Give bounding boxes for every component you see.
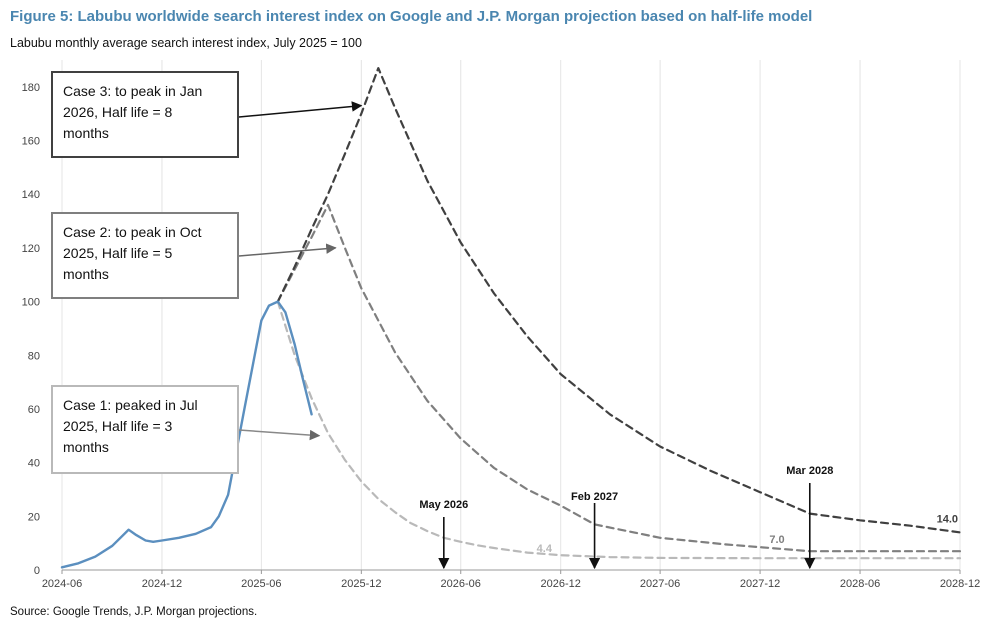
x-tick-label: 2025-06 [241,578,281,590]
x-tick-label: 2027-12 [740,578,780,590]
callout-case-3-line-2: 2026, Half life = 8 [63,104,173,120]
callout-arrow [238,101,363,118]
x-tick-label: 2027-06 [640,578,680,590]
chart-subtitle: Labubu monthly average search interest i… [10,36,362,50]
callout-arrow [238,429,321,441]
marker-label: Feb 2027 [571,491,618,503]
series-actual-line [60,300,313,569]
y-tick-label: 60 [28,404,40,416]
callout-case-2: Case 2: to peak in Oct 2025, Half life =… [51,212,239,299]
y-tick-label: 160 [22,136,40,148]
x-tick-label: 2024-06 [42,578,82,590]
y-tick-label: 100 [22,297,40,309]
x-tick-label: 2026-12 [541,578,581,590]
y-tick-label: 140 [22,189,40,201]
callout-arrows [238,101,363,441]
chart-title: Figure 5: Labubu worldwide search intere… [10,8,813,25]
y-tick-label: 0 [34,565,40,577]
callout-case-1-line-2: 2025, Half life = 3 [63,418,173,434]
x-tick-label: 2028-06 [840,578,880,590]
chart-series [60,66,962,569]
callout-case-1-line-1: Case 1: peaked in Jul [63,397,198,413]
y-tick-label: 40 [28,458,40,470]
x-tick-label: 2028-12 [940,578,980,590]
end-value-label: 14.0 [937,513,958,525]
callout-case-2-line-1: Case 2: to peak in Oct [63,224,202,240]
y-tick-label: 80 [28,350,40,362]
callout-case-2-line-2: 2025, Half life = 5 [63,245,173,261]
y-tick-label: 20 [28,511,40,523]
chart-markers: May 2026 Feb 2027 Mar 2028 [419,465,833,570]
series-case-1-line [276,300,962,560]
series-case-2-line [276,203,962,553]
callout-case-2-line-3: months [63,266,109,282]
marker-label: Mar 2028 [786,465,833,477]
end-value-label: 4.4 [537,543,553,555]
series-case-3-line [276,66,962,534]
callout-case-3-line-3: months [63,125,109,141]
marker-label: May 2026 [419,499,468,511]
end-value-label: 7.0 [769,534,784,546]
callout-case-3-line-1: Case 3: to peak in Jan [63,83,203,99]
x-tick-label: 2025-12 [341,578,381,590]
chart-axes: 2024-06 2024-12 2025-06 2025-12 2026-06 2026-… [22,82,981,590]
x-tick-label: 2024-12 [142,578,182,590]
x-tick-label: 2026-06 [441,578,481,590]
y-tick-label: 120 [22,243,40,255]
chart-end-labels: 14.0 7.0 4.4 [537,513,958,555]
y-tick-label: 180 [22,82,40,94]
callout-arrow [238,243,337,257]
source-note: Source: Google Trends, J.P. Morgan proje… [10,606,258,618]
callout-case-1: Case 1: peaked in Jul 2025, Half life = … [51,385,239,474]
callout-case-1-line-3: months [63,439,109,455]
callout-case-3: Case 3: to peak in Jan 2026, Half life =… [51,71,239,158]
